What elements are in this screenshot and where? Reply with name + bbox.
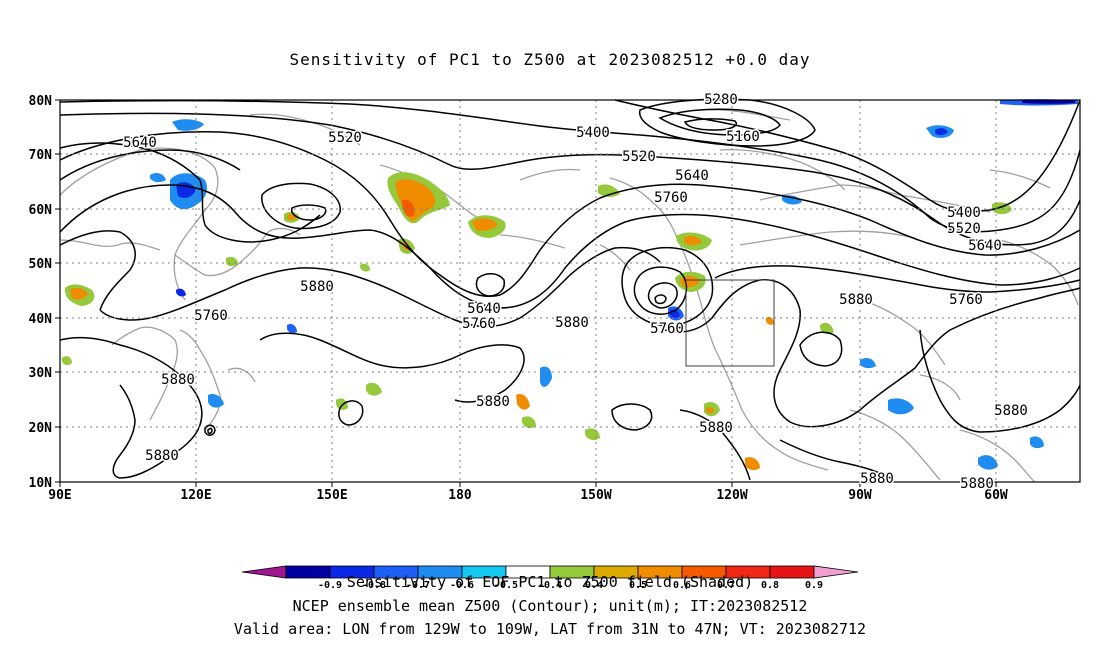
colorbar-tick-label: -0.8 [362,580,386,591]
contour-label: 5640 [675,168,709,184]
contour-label: 5520 [622,149,656,165]
graticule [60,100,1080,482]
contour-label: 5760 [194,308,228,324]
contour-label: 5880 [476,394,510,410]
map-title: Sensitivity of PC1 to Z500 at 2023082512… [289,50,811,69]
lon-label: 90E [48,488,71,503]
lat-label: 50N [29,257,53,272]
map-frame [59,99,1081,483]
lat-label: 40N [29,312,53,327]
colorbar-tick-label: 0.5 [629,580,647,591]
contour-label: 5520 [947,221,981,237]
colorbar-tick-label: -0.6 [450,580,474,591]
lon-label: 150W [580,488,611,503]
colorbar-tick-label: -0.4 [538,580,562,591]
contour-label: 5880 [145,448,179,464]
sensitivity-shading [62,99,1078,471]
contour-label: 5880 [839,292,873,308]
lat-label: 70N [29,148,53,163]
lon-labels: 90E 120E 150E 180 150W 120W 90W 60W [48,488,1008,503]
colorbar-label: Sensitivity of EOF PC1 to Z500 field (Sh… [346,573,754,591]
contour-label: 5880 [994,403,1028,419]
contour-label: 5760 [654,190,688,206]
lat-labels: 80N 70N 60N 50N 40N 30N 20N 10N [29,94,53,491]
colorbar-tick-label: 0.8 [761,580,779,591]
axis-ticks [55,99,997,487]
contour-label: 5400 [947,205,981,221]
contour-label: 5880 [300,279,334,295]
lat-label: 20N [29,421,53,436]
lon-label: 120W [716,488,747,503]
colorbar: -0.9 -0.8 -0.7 -0.6 -0.5 -0.4 0.4 0.5 0.6 0.7 0.8 0… [241,565,859,591]
contour-label: 5640 [968,238,1002,254]
caption-contour: NCEP ensemble mean Z500 (Contour); unit(… [292,597,808,615]
lat-label: 80N [29,94,53,109]
z500-contours [59,98,1081,481]
contour-label: 5400 [576,125,610,141]
contour-label: 5880 [860,471,894,487]
contour-label: 5880 [699,420,733,436]
contour-label: 5640 [123,135,157,151]
valid-area-box [685,279,775,367]
contour-label: 5640 [467,301,501,317]
colorbar-tick-label: -0.7 [406,580,430,591]
contour-label: 5760 [650,321,684,337]
contour-label: 5880 [960,476,994,492]
colorbar-tick-label: 0.7 [717,580,735,591]
lon-label: 60W [984,488,1008,503]
contour-labels: 5280 5160 5400 5520 5640 5760 5520 5640 … [122,91,1030,494]
lat-label: 10N [29,476,53,491]
contour-label: 5280 [704,92,738,108]
lat-label: 60N [29,203,53,218]
caption-valid-area: Valid area: LON from 129W to 109W, LAT f… [233,620,867,638]
contour-label: 5520 [328,130,362,146]
contour-label: 5760 [462,316,496,332]
lon-label: 120E [180,488,211,503]
colorbar-tick-label: -0.5 [494,580,518,591]
contour-label: 5760 [949,292,983,308]
colorbar-tick-label: -0.9 [318,580,342,591]
colorbar-swatch [813,565,859,579]
colorbar-tick-label: 0.9 [805,580,823,591]
colorbar-tick-label: 0.4 [585,580,603,591]
lon-label: 90W [848,488,872,503]
contour-label: 5160 [726,129,760,145]
contour-label: 5880 [555,315,589,331]
contour-label: 5880 [161,372,195,388]
lat-label: 30N [29,366,53,381]
colorbar-tick-label: 0.6 [673,580,691,591]
lon-label: 180 [448,488,472,503]
lon-label: 150E [316,488,347,503]
